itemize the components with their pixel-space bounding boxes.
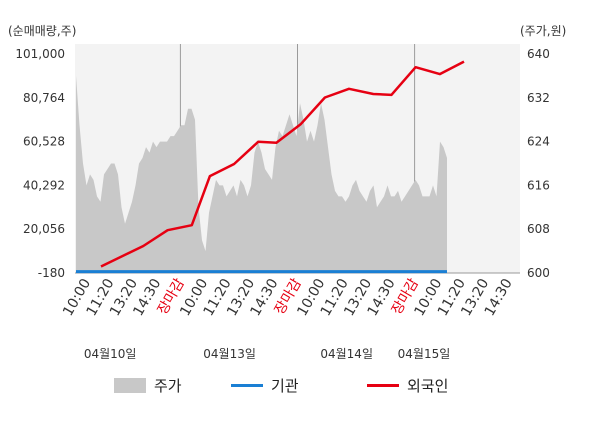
date-label: 04월15일 (398, 347, 451, 361)
legend-swatch (367, 384, 399, 387)
left-tick-label: 101,000 (15, 47, 65, 61)
legend-swatch (231, 384, 263, 387)
right-tick-label: 632 (527, 91, 550, 105)
date-label: 04월14일 (320, 347, 373, 361)
legend-item: 주가 (114, 377, 182, 395)
legend-label: 외국인 (407, 377, 448, 395)
right-axis-ticks: 640 632 624 616 608 600 (527, 47, 550, 280)
date-label: 04월13일 (203, 347, 256, 361)
x-axis-ticks: 10:0011:2013:2014:30장마감10:0011:2013:2014… (60, 276, 516, 319)
legend-swatch (114, 378, 146, 393)
right-tick-label: 624 (527, 135, 550, 149)
left-tick-label: 20,056 (23, 222, 65, 236)
foreign-line (100, 60, 465, 268)
left-axis-label: (순매매량,주) (8, 24, 76, 38)
left-tick-label: 40,292 (23, 178, 65, 192)
left-tick-label: -180 (38, 266, 65, 280)
legend-label: 주가 (154, 377, 182, 395)
right-tick-label: 640 (527, 47, 550, 61)
legend-item: 기관 (231, 377, 299, 395)
legend: 주가 기관 외국인 (114, 377, 448, 395)
price-area (76, 75, 447, 274)
right-axis-label: (주가,원) (520, 24, 566, 38)
price-area-series (76, 75, 447, 274)
date-labels: 04월10일 04월13일 04월14일 04월15일 (84, 347, 450, 361)
right-tick-label: 616 (527, 178, 550, 192)
legend-label: 기관 (271, 377, 299, 395)
line-series (76, 60, 465, 274)
date-label: 04월10일 (84, 347, 137, 361)
left-tick-label: 80,764 (23, 91, 65, 105)
left-axis-ticks: 101,000 80,764 60,528 40,292 20,056 -180 (15, 47, 65, 280)
right-tick-label: 608 (527, 222, 550, 236)
right-tick-label: 600 (527, 266, 550, 280)
legend-item: 외국인 (367, 377, 448, 395)
left-tick-label: 60,528 (23, 135, 65, 149)
